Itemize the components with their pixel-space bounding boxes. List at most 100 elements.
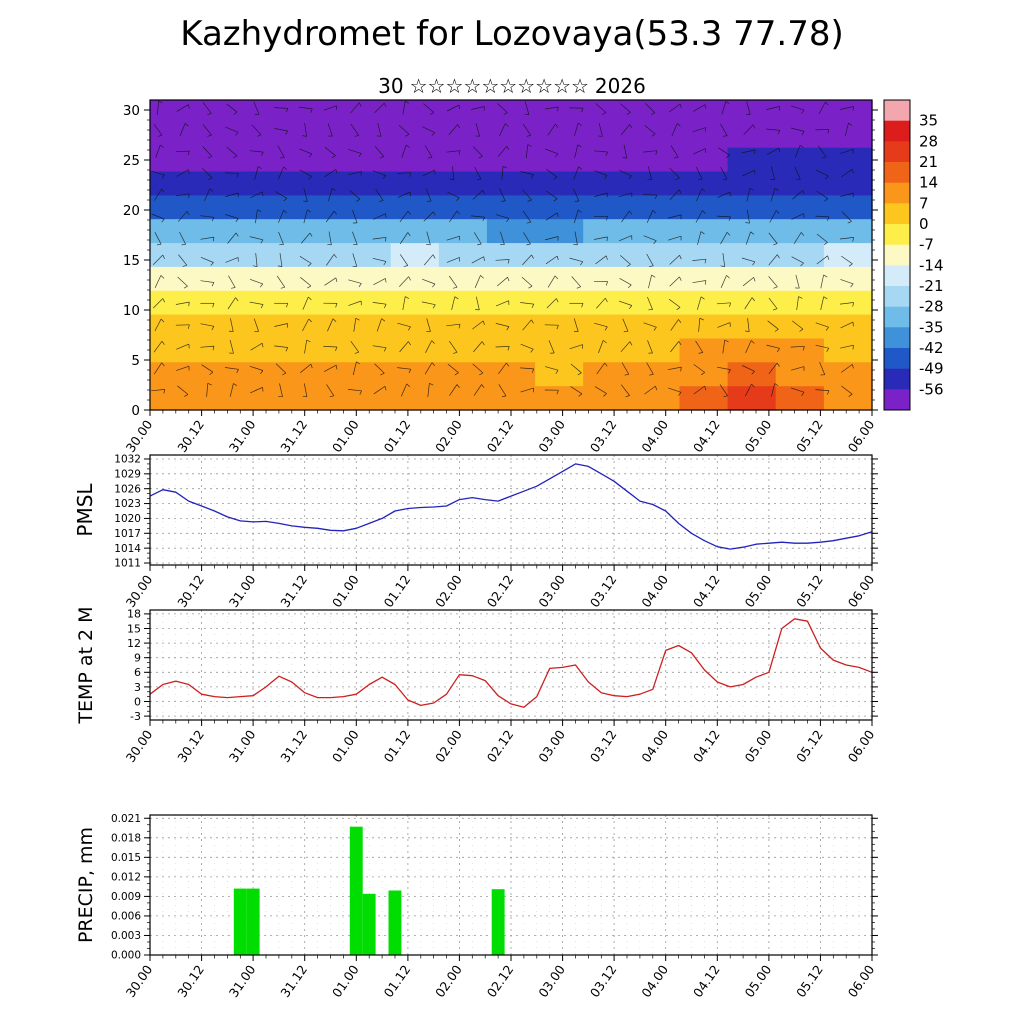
x-tick-label: 01.00 xyxy=(329,727,362,765)
heatmap-cell xyxy=(679,362,729,387)
wind-barb xyxy=(200,215,215,218)
wind-barb xyxy=(401,144,407,158)
wind-barb-flag xyxy=(181,243,186,246)
wind-barb-flag xyxy=(822,156,827,159)
wind-barb xyxy=(716,215,731,218)
wind-barb xyxy=(620,124,630,136)
wind-barb-flag xyxy=(752,124,756,129)
heatmap-cell xyxy=(198,314,247,339)
wind-barb xyxy=(253,101,260,115)
heatmap-cell xyxy=(775,362,825,387)
wind-barb-flag xyxy=(182,264,187,267)
wind-barb-flag xyxy=(577,122,582,126)
wind-barb xyxy=(692,280,706,284)
wind-barb xyxy=(472,189,484,200)
precip-bars xyxy=(233,826,505,955)
heatmap-cell xyxy=(679,243,729,268)
wind-barb xyxy=(323,105,337,111)
wind-barb-flag xyxy=(557,106,559,112)
y-tick-label: 0.006 xyxy=(111,911,141,923)
wind-barb-flag xyxy=(680,367,682,372)
wind-barb-flag xyxy=(825,326,829,331)
wind-barb xyxy=(815,215,830,218)
heatmap-cell xyxy=(438,243,488,268)
wind-barb-flag xyxy=(233,383,238,386)
wind-barb xyxy=(544,106,559,110)
wind-barb xyxy=(741,257,755,263)
x-tick-label: 02.12 xyxy=(484,962,517,1000)
wind-barb-flag xyxy=(577,144,582,148)
wind-barb xyxy=(792,190,804,200)
wind-barb-flag xyxy=(433,211,436,216)
heatmap-cell xyxy=(583,195,632,220)
wind-barb-flag xyxy=(851,364,854,369)
wind-barb-flag xyxy=(578,393,583,397)
wind-barb xyxy=(620,384,630,396)
wind-barb xyxy=(721,101,727,115)
wind-barb xyxy=(225,257,239,263)
heatmap-cell xyxy=(390,290,440,316)
wind-barb xyxy=(643,150,657,153)
wind-barb xyxy=(745,231,751,245)
heatmap-cell xyxy=(486,100,536,125)
x-tick-label: 05.00 xyxy=(742,727,775,765)
heatmap-cell xyxy=(150,290,199,316)
wind-barb xyxy=(274,191,288,199)
wind-barb xyxy=(545,366,559,371)
wind-barb-flag xyxy=(335,365,338,370)
wind-barb-flag xyxy=(161,218,165,223)
wind-barb xyxy=(400,383,408,397)
heatmap-cell xyxy=(775,266,825,292)
wind-barb xyxy=(397,367,411,370)
wind-barb xyxy=(471,106,485,110)
wind-barb xyxy=(547,123,556,136)
wind-barb-flag xyxy=(725,101,730,105)
heatmap-cell xyxy=(823,386,873,411)
wind-barb xyxy=(275,363,287,374)
wind-barb-flag xyxy=(405,144,410,148)
wind-barb xyxy=(423,103,435,113)
heatmap-cell xyxy=(390,386,440,411)
wind-barb-flag xyxy=(824,198,829,202)
heatmap-cell xyxy=(390,219,440,244)
wind-barb-flag xyxy=(799,328,804,332)
wind-barb-flag xyxy=(211,282,215,287)
heatmap-cell xyxy=(775,195,825,220)
heatmap-cell xyxy=(679,290,729,316)
heatmap-cell xyxy=(535,123,584,149)
y-tick-label: 5 xyxy=(131,353,140,369)
y-tick-label: 1014 xyxy=(114,543,141,555)
wind-barb xyxy=(841,385,853,395)
x-tick-label: 02.00 xyxy=(432,727,465,765)
wind-barb-flag xyxy=(260,304,264,309)
heatmap-cell xyxy=(631,100,680,125)
wind-barb xyxy=(202,124,212,136)
heatmap-cell xyxy=(438,338,488,363)
wind-barb-flag xyxy=(207,382,212,386)
x-tick-label: 31.00 xyxy=(226,572,259,610)
heatmap-cell xyxy=(246,147,295,173)
wind-barb xyxy=(646,253,654,266)
wind-barb xyxy=(446,191,460,199)
wind-barb-flag xyxy=(697,178,703,181)
wind-barb xyxy=(766,106,780,110)
wind-barb-flag xyxy=(778,148,781,153)
wind-barb xyxy=(151,389,165,392)
wind-barb xyxy=(299,148,313,155)
colorbar-tick-label: 28 xyxy=(919,132,938,150)
wind-barb-flag xyxy=(825,175,829,180)
wind-barb-flag xyxy=(379,156,384,159)
wind-barb xyxy=(818,101,826,115)
wind-barb-flag xyxy=(383,304,387,309)
x-tick-label: 31.00 xyxy=(226,727,259,765)
heatmap-cell xyxy=(727,195,777,220)
heatmap-cell xyxy=(246,171,295,196)
wind-barb xyxy=(716,302,731,305)
heatmap-cell xyxy=(679,219,729,244)
wind-barb xyxy=(596,297,606,309)
wind-barb xyxy=(523,232,531,245)
y-tick-label: 25 xyxy=(123,153,140,169)
wind-barb xyxy=(839,302,854,305)
heatmap-cell xyxy=(486,171,536,196)
